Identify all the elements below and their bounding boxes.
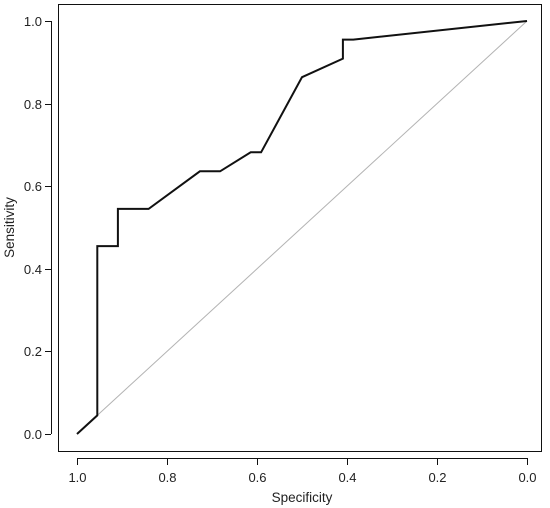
x-tick-label: 0.8 [158,470,176,485]
roc-curve-line [76,20,528,435]
x-tick-label: 0.0 [518,470,536,485]
y-tick-label: 0.0 [24,427,42,442]
y-axis-title: Sensitivity [2,197,17,258]
y-tick-label: 0.2 [24,344,42,359]
x-axis-title: Specificity [272,490,333,505]
x-tick-label: 0.2 [428,470,446,485]
y-tick-label: 0.6 [24,179,42,194]
series-layer [76,20,528,435]
x-tick-label: 0.6 [248,470,266,485]
y-tick-label: 0.4 [24,262,42,277]
x-axis: 1.0 0.8 0.6 0.4 0.2 0.0 [68,458,537,485]
y-tick-label: 1.0 [24,14,42,29]
plot-frame [58,4,542,452]
reference-diagonal-line [76,20,528,435]
x-tick-label: 0.4 [338,470,356,485]
reference-line-layer [76,20,528,435]
y-axis: 0.0 0.2 0.4 0.6 0.8 1.0 [24,14,52,442]
x-tick-label: 1.0 [68,470,86,485]
y-tick-label: 0.8 [24,97,42,112]
